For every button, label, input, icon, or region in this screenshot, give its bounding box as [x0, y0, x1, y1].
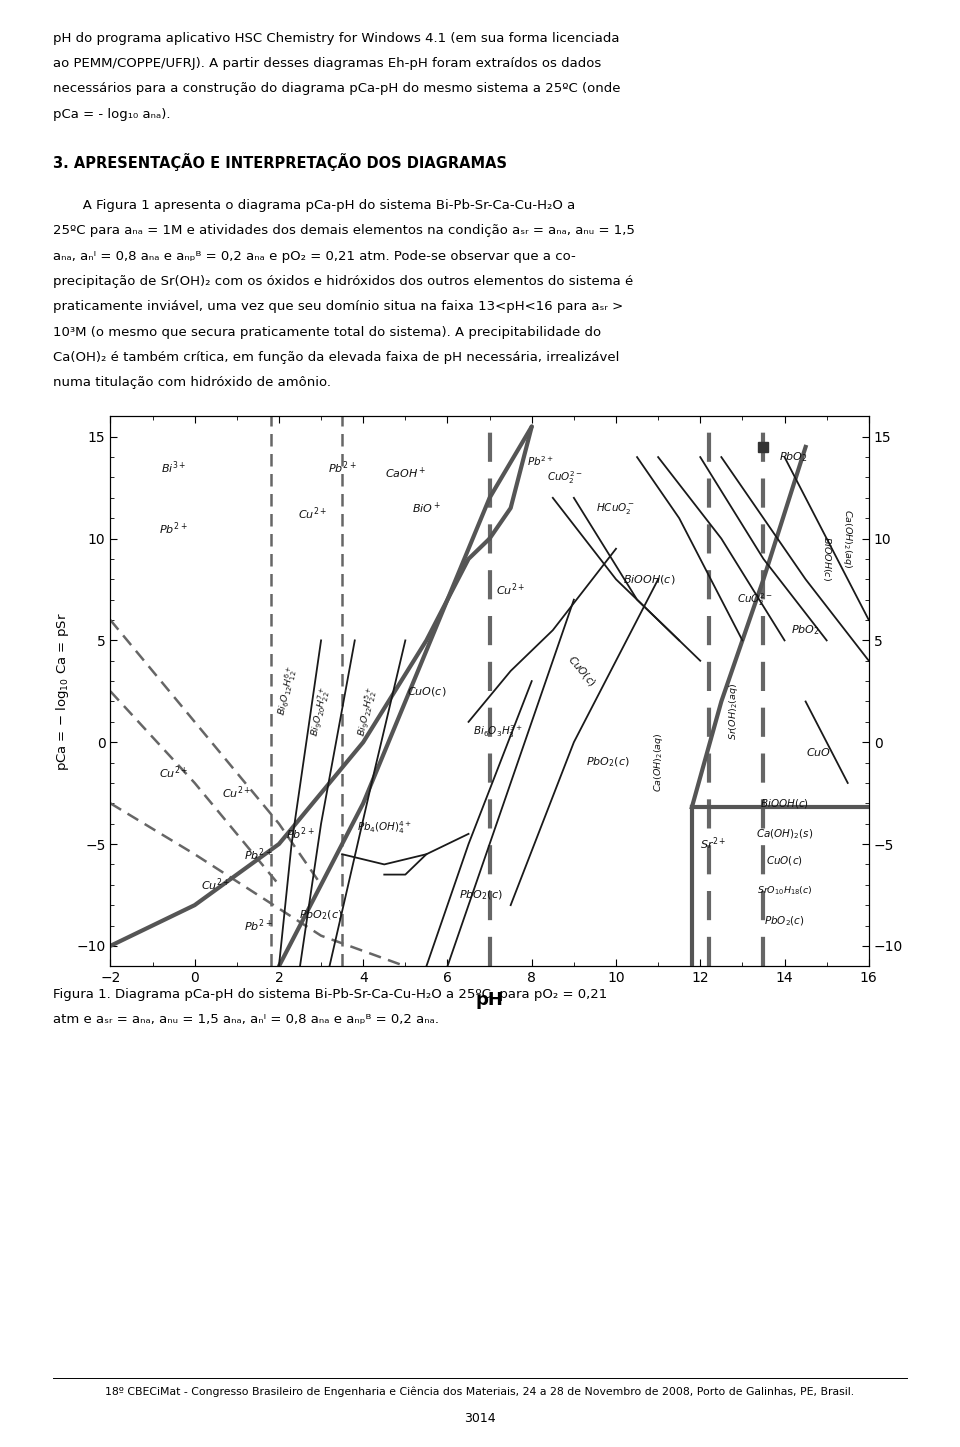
- Text: $SrO_{10}H_{18}(c)$: $SrO_{10}H_{18}(c)$: [756, 884, 812, 897]
- Text: $Ca(OH)_2(aq)$: $Ca(OH)_2(aq)$: [652, 732, 664, 793]
- Text: $Bi_6O_{12}H_{12}^{6+}$: $Bi_6O_{12}H_{12}^{6+}$: [275, 666, 300, 718]
- Text: numa titulação com hidróxido de amônio.: numa titulação com hidróxido de amônio.: [53, 376, 331, 389]
- Text: $CuO_2^{2-}$: $CuO_2^{2-}$: [547, 469, 584, 486]
- Text: $Pb^{2+}$: $Pb^{2+}$: [159, 519, 188, 537]
- Y-axis label: pCa = − log$_{10}$ Ca = pSr: pCa = − log$_{10}$ Ca = pSr: [54, 612, 71, 771]
- Text: precipitação de Sr(OH)₂ com os óxidos e hidróxidos dos outros elementos do siste: precipitação de Sr(OH)₂ com os óxidos e …: [53, 275, 633, 288]
- Text: aₙₐ, aₙᴵ = 0,8 aₙₐ e aₙₚᴮ = 0,2 aₙₐ e pO₂ = 0,21 atm. Pode-se observar que a co-: aₙₐ, aₙᴵ = 0,8 aₙₐ e aₙₚᴮ = 0,2 aₙₐ e pO…: [53, 249, 576, 262]
- Text: praticamente inviável, uma vez que seu domínio situa na faixa 13<pH<16 para aₛᵣ : praticamente inviável, uma vez que seu d…: [53, 300, 623, 313]
- Text: $Cu^{2+}$: $Cu^{2+}$: [298, 506, 327, 522]
- Text: $Cu^{2+}$: $Cu^{2+}$: [201, 877, 230, 893]
- Text: $Cu^{2+}$: $Cu^{2+}$: [222, 784, 252, 802]
- Text: $HCuO_2^-$: $HCuO_2^-$: [596, 501, 636, 515]
- Text: 25ºC para aₙₐ = 1M e atividades dos demais elementos na condição aₛᵣ = aₙₐ, aₙᵤ : 25ºC para aₙₐ = 1M e atividades dos dema…: [53, 224, 635, 237]
- Text: 3014: 3014: [465, 1412, 495, 1425]
- Text: $Pb^{2+}$: $Pb^{2+}$: [244, 917, 273, 933]
- Text: $PbO_2(c)$: $PbO_2(c)$: [300, 909, 343, 922]
- Text: $BiOOH(c)$: $BiOOH(c)$: [623, 573, 676, 586]
- Text: $PbO_2$: $PbO_2$: [779, 450, 807, 464]
- Text: $Pb^{2+}$: $Pb^{2+}$: [527, 454, 554, 467]
- Text: 3. APRESENTAÇÃO E INTERPRETAÇÃO DOS DIAGRAMAS: 3. APRESENTAÇÃO E INTERPRETAÇÃO DOS DIAG…: [53, 153, 507, 171]
- Text: Figura 1. Diagrama pCa-pH do sistema Bi-Pb-Sr-Ca-Cu-H₂O a 25ºC  para pO₂ = 0,21: Figura 1. Diagrama pCa-pH do sistema Bi-…: [53, 988, 607, 1001]
- Text: $Bi_9O_{22}H_{22}^{5+}$: $Bi_9O_{22}H_{22}^{5+}$: [355, 686, 380, 738]
- Text: ao PEMM/COPPE/UFRJ). A partir desses diagramas Eh-pH foram extraídos os dados: ao PEMM/COPPE/UFRJ). A partir desses dia…: [53, 58, 601, 69]
- Text: $Bi_9O_{20}H_{22}^{7+}$: $Bi_9O_{20}H_{22}^{7+}$: [308, 686, 334, 738]
- Text: $CuO$: $CuO$: [805, 747, 830, 758]
- Text: 18º CBECiMat - Congresso Brasileiro de Engenharia e Ciência dos Materiais, 24 a : 18º CBECiMat - Congresso Brasileiro de E…: [106, 1386, 854, 1396]
- Text: Ca(OH)₂ é também crítica, em função da elevada faixa de pH necessária, irrealizá: Ca(OH)₂ é também crítica, em função da e…: [53, 350, 619, 363]
- Text: pCa = - log₁₀ aₙₐ).: pCa = - log₁₀ aₙₐ).: [53, 107, 170, 120]
- Text: $Sr^{2+}$: $Sr^{2+}$: [700, 836, 726, 852]
- Text: $CuO_2^{2-}$: $CuO_2^{2-}$: [737, 592, 773, 608]
- Text: $CaOH^+$: $CaOH^+$: [385, 466, 426, 480]
- Text: $PbO_2(c)$: $PbO_2(c)$: [586, 755, 630, 770]
- Text: $CuO(c)$: $CuO(c)$: [565, 653, 599, 689]
- Text: necessários para a construção do diagrama pCa-pH do mesmo sistema a 25ºC (onde: necessários para a construção do diagram…: [53, 82, 620, 96]
- Text: $Ca(OH)_2(s)$: $Ca(OH)_2(s)$: [756, 828, 813, 841]
- Text: $Cu^{2+}$: $Cu^{2+}$: [496, 582, 525, 598]
- Text: $PbO_2(c)$: $PbO_2(c)$: [459, 888, 503, 901]
- Text: $Pb^{2+}$: $Pb^{2+}$: [327, 459, 356, 476]
- Text: $Bi^{3+}$: $Bi^{3+}$: [161, 459, 186, 476]
- Text: pH do programa aplicativo HSC Chemistry for Windows 4.1 (em sua forma licenciada: pH do programa aplicativo HSC Chemistry …: [53, 32, 619, 45]
- Text: $Pb^{2+}$: $Pb^{2+}$: [286, 826, 314, 842]
- Text: $CuO(c)$: $CuO(c)$: [766, 854, 803, 867]
- Text: $PbO_2$: $PbO_2$: [791, 624, 820, 637]
- Text: $Bi_6O_3H_3^{3+}$: $Bi_6O_3H_3^{3+}$: [473, 724, 523, 741]
- Text: A Figura 1 apresenta o diagrama pCa-pH do sistema Bi-Pb-Sr-Ca-Cu-H₂O a: A Figura 1 apresenta o diagrama pCa-pH d…: [53, 198, 575, 211]
- Text: 10³M (o mesmo que secura praticamente total do sistema). A precipitabilidade do: 10³M (o mesmo que secura praticamente to…: [53, 326, 601, 339]
- Text: $BiOOH(c)$: $BiOOH(c)$: [821, 537, 832, 582]
- Text: $CuO(c)$: $CuO(c)$: [407, 684, 446, 697]
- Text: $Pb^{2+}$: $Pb^{2+}$: [244, 846, 273, 862]
- Text: $Ca(OH)_2(aq)$: $Ca(OH)_2(aq)$: [841, 509, 854, 569]
- Text: $Pb_4(OH)_4^{4+}$: $Pb_4(OH)_4^{4+}$: [356, 819, 412, 836]
- X-axis label: pH: pH: [475, 991, 504, 1009]
- Text: $PbO_2(c)$: $PbO_2(c)$: [764, 915, 804, 928]
- Text: $Sr(OH)_2(aq)$: $Sr(OH)_2(aq)$: [728, 683, 740, 741]
- Text: $BiOOH(c)$: $BiOOH(c)$: [760, 797, 809, 810]
- Text: $Cu^{2+}$: $Cu^{2+}$: [159, 764, 188, 781]
- Text: $BiO^+$: $BiO^+$: [412, 501, 441, 515]
- Text: atm e aₛᵣ = aₙₐ, aₙᵤ = 1,5 aₙₐ, aₙᴵ = 0,8 aₙₐ e aₙₚᴮ = 0,2 aₙₐ.: atm e aₛᵣ = aₙₐ, aₙᵤ = 1,5 aₙₐ, aₙᴵ = 0,…: [53, 1013, 439, 1026]
